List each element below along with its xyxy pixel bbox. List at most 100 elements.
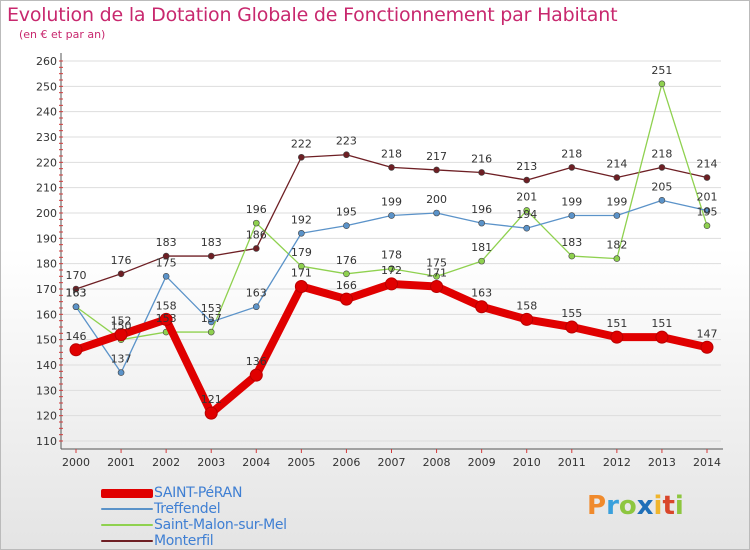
point-treffendel-2004 xyxy=(252,303,260,311)
point-saint-malon-2006 xyxy=(343,270,350,278)
data-label-monterfil-2007: 218 xyxy=(381,147,402,160)
y-tick-label-260: 260 xyxy=(36,55,57,68)
proxiti-logo: Proxiti xyxy=(587,491,684,521)
legend-label-monterfil: Monterfil xyxy=(154,533,214,549)
point-saint-peran-2010 xyxy=(520,312,534,326)
point-monterfil-2001 xyxy=(117,270,125,278)
x-tick-label-2006: 2006 xyxy=(332,456,360,469)
point-saint-peran-2014 xyxy=(700,340,714,354)
point-saint-malon-2008 xyxy=(433,273,440,280)
data-label-saint-peran-2000: 146 xyxy=(66,330,87,343)
data-label-saint-malon-2012: 182 xyxy=(606,239,627,252)
point-saint-peran-2007 xyxy=(385,277,398,291)
x-tick-label-2012: 2012 xyxy=(603,456,631,469)
data-label-saint-malon-2007: 178 xyxy=(381,249,402,262)
x-tick-label-2008: 2008 xyxy=(423,456,451,469)
point-saint-malon-2003 xyxy=(207,328,215,336)
logo-letter-r: r xyxy=(606,491,619,521)
point-monterfil-2005 xyxy=(298,153,305,161)
y-tick-label-210: 210 xyxy=(36,182,57,195)
point-treffendel-2011 xyxy=(568,212,576,219)
point-treffendel-2014 xyxy=(703,207,711,214)
y-tick-label-250: 250 xyxy=(36,80,57,93)
data-label-treffendel-2008: 200 xyxy=(426,193,447,206)
point-monterfil-2010 xyxy=(523,176,531,184)
data-labels-layer: 170 176 183 183 186 222 223 218 217 216 213 218 214 2… xyxy=(66,64,718,406)
x-tick-label-2013: 2013 xyxy=(648,456,676,469)
point-saint-peran-2011 xyxy=(565,320,579,334)
x-tick-label-2003: 2003 xyxy=(197,456,225,469)
point-saint-peran-2000 xyxy=(69,343,83,357)
data-label-treffendel-2005: 192 xyxy=(291,213,312,226)
y-tick-label-190: 190 xyxy=(36,232,57,245)
point-saint-peran-2006 xyxy=(339,292,353,306)
data-label-treffendel-2001: 137 xyxy=(111,353,132,366)
data-label-saint-malon-2002: 153 xyxy=(156,312,177,325)
data-label-treffendel-2012: 199 xyxy=(606,196,627,209)
data-label-treffendel-2000: 163 xyxy=(66,287,87,300)
data-label-monterfil-2003: 183 xyxy=(201,236,222,249)
data-label-monterfil-2001: 176 xyxy=(111,254,132,267)
point-saint-malon-2007 xyxy=(388,265,395,273)
data-label-monterfil-2006: 223 xyxy=(336,135,357,148)
data-label-saint-peran-2011: 155 xyxy=(561,307,582,320)
data-label-saint-malon-2000: 163 xyxy=(66,287,87,300)
data-label-monterfil-2012: 214 xyxy=(606,158,627,171)
point-saint-peran-2005 xyxy=(294,279,308,293)
x-tick-label-2011: 2011 xyxy=(558,456,586,469)
y-tick-label-220: 220 xyxy=(36,156,57,169)
data-label-treffendel-2011: 199 xyxy=(561,196,582,209)
point-saint-malon-2012 xyxy=(613,255,621,262)
y-tick-label-160: 160 xyxy=(36,308,57,321)
data-label-saint-peran-2004: 136 xyxy=(246,355,267,368)
x-tick-label-2001: 2001 xyxy=(107,456,135,469)
point-saint-peran-2012 xyxy=(610,330,624,344)
point-treffendel-2006 xyxy=(343,222,350,229)
x-tick-label-2004: 2004 xyxy=(242,456,270,469)
point-monterfil-2012 xyxy=(613,174,621,181)
data-label-treffendel-2007: 199 xyxy=(381,196,402,209)
data-label-monterfil-2011: 218 xyxy=(561,147,582,160)
data-label-saint-malon-2010: 201 xyxy=(516,190,537,203)
data-label-saint-malon-2006: 176 xyxy=(336,254,357,267)
point-treffendel-2010 xyxy=(523,224,531,232)
point-saint-malon-2011 xyxy=(568,252,576,260)
point-monterfil-2009 xyxy=(478,169,485,176)
y-tick-label-170: 170 xyxy=(36,283,57,296)
point-monterfil-2000 xyxy=(72,285,80,293)
data-label-monterfil-2000: 170 xyxy=(66,269,87,282)
y-tick-label-120: 120 xyxy=(36,410,57,423)
y-tick-label-140: 140 xyxy=(36,359,57,372)
point-monterfil-2014 xyxy=(703,174,711,181)
point-saint-peran-2001 xyxy=(114,328,128,342)
data-label-saint-peran-2005: 171 xyxy=(291,266,312,279)
axes: 110 120 130 140 150 160 170 180 190 200 210 220 230 2… xyxy=(36,53,723,469)
point-monterfil-2008 xyxy=(433,166,440,174)
x-tick-label-2009: 2009 xyxy=(468,456,496,469)
point-saint-peran-2013 xyxy=(655,330,669,344)
data-label-monterfil-2004: 186 xyxy=(246,228,267,241)
y-tick-label-240: 240 xyxy=(36,106,57,119)
point-saint-malon-2013 xyxy=(658,80,666,88)
legend-label-treffendel: Treffendel xyxy=(154,501,221,517)
logo-letter-i: i xyxy=(653,491,663,521)
point-saint-malon-2014 xyxy=(703,222,711,229)
logo-letter-x: x xyxy=(636,491,654,521)
x-tick-label-2007: 2007 xyxy=(378,456,406,469)
point-saint-peran-2004 xyxy=(249,368,263,382)
data-label-monterfil-2013: 218 xyxy=(651,147,672,160)
y-tick-label-130: 130 xyxy=(36,384,57,397)
point-saint-peran-2002 xyxy=(159,312,173,326)
data-label-treffendel-2006: 195 xyxy=(336,206,357,219)
legend-swatch-saint-peran xyxy=(101,489,153,498)
data-label-monterfil-2014: 214 xyxy=(697,158,718,171)
point-treffendel-2001 xyxy=(117,369,125,376)
data-label-saint-peran-2012: 151 xyxy=(606,317,627,330)
x-tick-label-2005: 2005 xyxy=(287,456,315,469)
point-monterfil-2003 xyxy=(207,252,215,260)
chart-subtitle: (en € et par an) xyxy=(19,28,106,41)
point-monterfil-2011 xyxy=(568,164,576,171)
point-saint-malon-2009 xyxy=(478,257,485,265)
